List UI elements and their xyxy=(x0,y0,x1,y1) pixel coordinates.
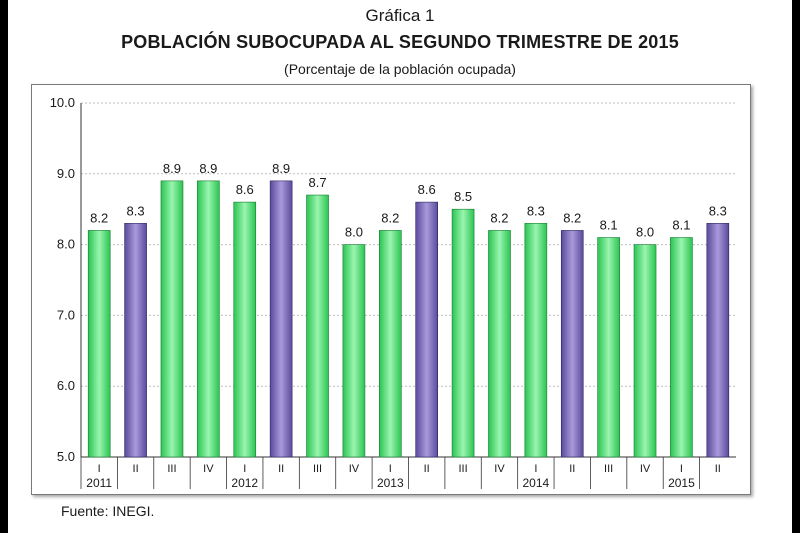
x-tick-label: I xyxy=(680,463,683,475)
y-tick-label: 6.0 xyxy=(57,378,75,393)
left-frame-border xyxy=(0,0,8,533)
x-tick-label: III xyxy=(313,463,322,475)
x-tick-label: IV xyxy=(349,463,360,475)
x-tick-label: II xyxy=(278,463,284,475)
chart-title: POBLACIÓN SUBOCUPADA AL SEGUNDO TRIMESTR… xyxy=(121,32,679,52)
y-tick-label: 7.0 xyxy=(57,307,75,322)
year-label: 2013 xyxy=(377,476,404,490)
data-label: 8.3 xyxy=(709,203,727,218)
bar xyxy=(379,230,402,458)
bar xyxy=(233,201,257,458)
year-label: 2011 xyxy=(86,476,112,490)
x-tick-label: IV xyxy=(203,463,214,475)
x-tick-label: I xyxy=(98,463,101,475)
data-label: 8.6 xyxy=(418,182,436,197)
x-tick-label: I xyxy=(534,463,537,475)
x-tick-label: II xyxy=(424,463,430,475)
data-label: 8.9 xyxy=(199,161,217,176)
bar xyxy=(524,223,548,458)
x-tick-label: IV xyxy=(494,463,505,475)
data-label: 8.0 xyxy=(636,225,654,240)
data-label: 8.2 xyxy=(563,210,581,225)
bar xyxy=(488,230,511,458)
bar-highlighted xyxy=(269,180,293,458)
bar-highlighted xyxy=(560,230,584,458)
y-tick-label: 5.0 xyxy=(57,449,75,464)
bar xyxy=(160,180,184,458)
x-tick-label: II xyxy=(133,463,139,475)
x-tick-label: II xyxy=(569,463,575,475)
bar xyxy=(306,194,329,458)
x-tick-label: III xyxy=(604,463,613,475)
bar xyxy=(670,237,693,458)
bar xyxy=(597,237,620,458)
bar-chart: 5.06.07.08.09.010.08.2I8.3II8.9III8.9IV8… xyxy=(50,95,736,490)
year-label: 2012 xyxy=(231,476,258,490)
chart-subtitle: (Porcentaje de la población ocupada) xyxy=(284,61,516,77)
data-label: 8.2 xyxy=(490,210,508,225)
data-label: 8.6 xyxy=(236,182,254,197)
y-tick-label: 10.0 xyxy=(50,95,75,110)
x-tick-label: I xyxy=(389,463,392,475)
data-label: 8.1 xyxy=(672,218,690,233)
y-tick-label: 8.0 xyxy=(57,237,75,252)
y-tick-label: 9.0 xyxy=(57,166,75,181)
year-label: 2015 xyxy=(668,476,695,490)
data-label: 8.3 xyxy=(527,203,545,218)
bar xyxy=(87,230,111,458)
bar xyxy=(451,208,475,458)
data-label: 8.2 xyxy=(381,210,399,225)
data-label: 8.3 xyxy=(127,203,145,218)
x-tick-label: III xyxy=(458,463,467,475)
data-label: 8.9 xyxy=(272,161,290,176)
data-label: 8.1 xyxy=(600,218,618,233)
x-tick-label: II xyxy=(715,463,721,475)
chart-kicker: Gráfica 1 xyxy=(365,6,435,25)
bar-highlighted xyxy=(415,201,438,458)
bar-highlighted xyxy=(124,223,147,458)
data-label: 8.2 xyxy=(90,210,108,225)
data-label: 8.7 xyxy=(308,175,326,190)
bar xyxy=(342,244,366,458)
right-frame-border xyxy=(792,0,800,533)
data-label: 8.5 xyxy=(454,189,472,204)
bar-highlighted xyxy=(706,223,730,458)
x-tick-label: III xyxy=(167,463,176,475)
bar xyxy=(633,244,657,458)
data-label: 8.0 xyxy=(345,225,363,240)
bar xyxy=(197,180,220,458)
source-note: Fuente: INEGI. xyxy=(61,503,155,519)
x-tick-label: IV xyxy=(640,463,651,475)
x-tick-label: I xyxy=(243,463,246,475)
data-label: 8.9 xyxy=(163,161,181,176)
year-label: 2014 xyxy=(523,476,550,490)
